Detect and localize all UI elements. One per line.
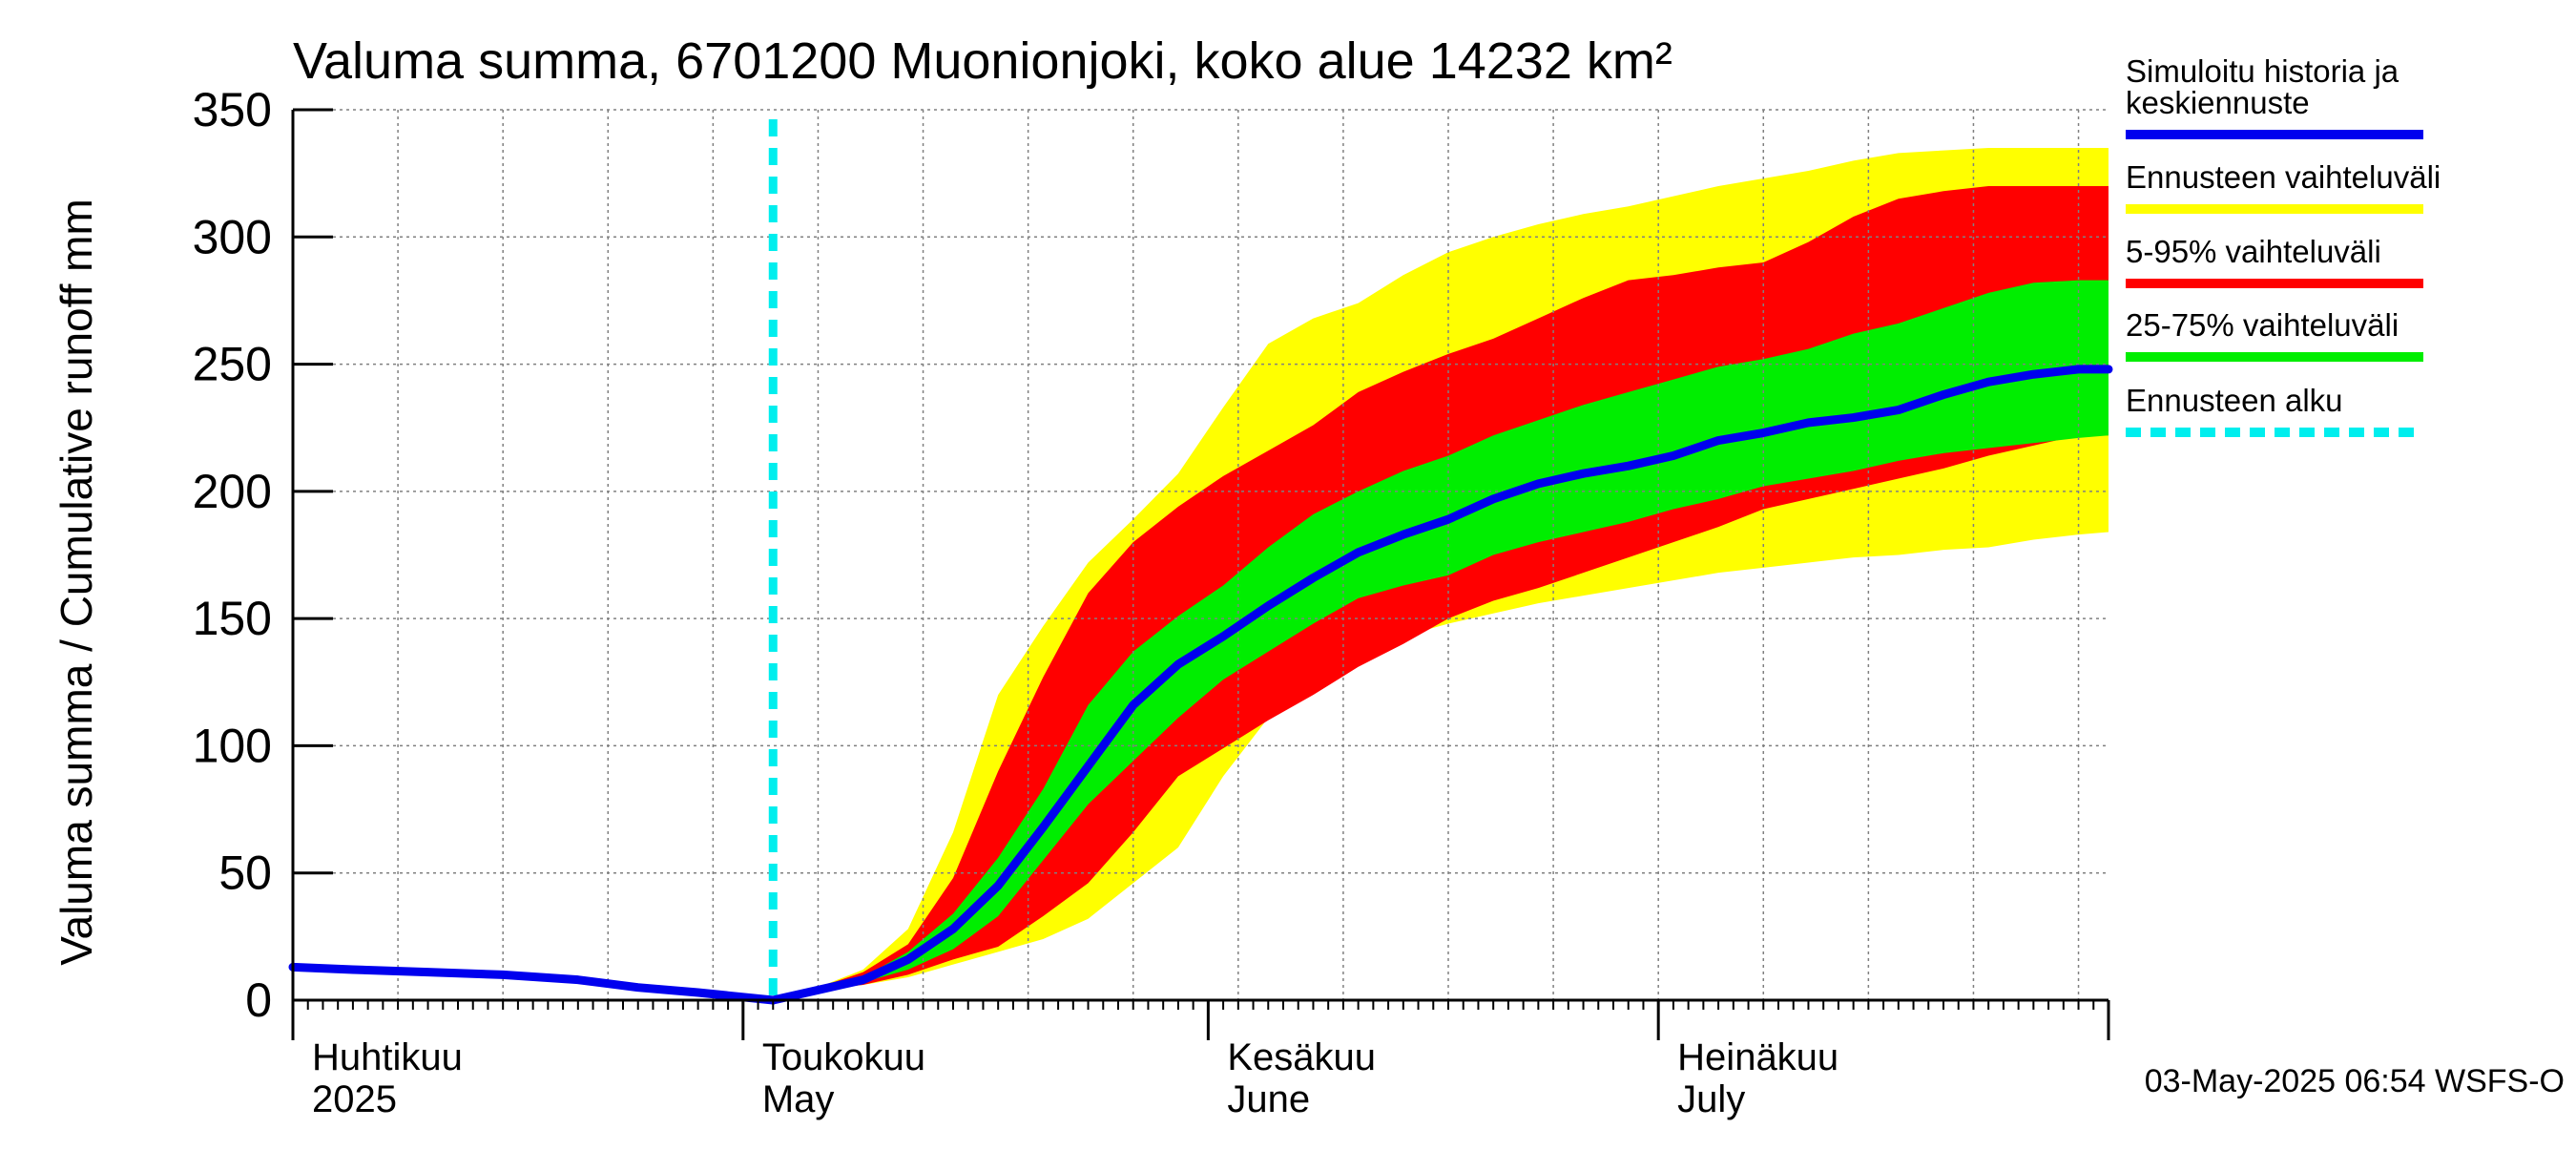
chart-title: Valuma summa, 6701200 Muonionjoki, koko … — [293, 32, 1672, 90]
legend-label: Ennusteen vaihteluväli — [2126, 159, 2441, 195]
legend-label: 25-75% vaihteluväli — [2126, 307, 2399, 343]
y-tick-label: 50 — [218, 847, 272, 900]
y-tick-label: 200 — [193, 465, 272, 518]
x-tick-label-sub: June — [1227, 1078, 1310, 1120]
x-tick-label: Huhtikuu — [312, 1036, 463, 1078]
y-tick-label: 100 — [193, 719, 272, 772]
series-lines — [288, 119, 2113, 1005]
legend-label: Ennusteen alku — [2126, 383, 2343, 418]
forecast-bands — [773, 147, 2109, 1000]
x-tick-label: Toukokuu — [762, 1036, 925, 1078]
y-axis-label: Valuma summa / Cumulative runoff mm — [52, 199, 101, 966]
x-tick-label: Heinäkuu — [1677, 1036, 1839, 1078]
x-tick-label-sub: May — [762, 1078, 835, 1120]
history-line — [288, 962, 778, 1005]
legend-label: Simuloitu historia ja — [2126, 53, 2399, 89]
legend-label: keskiennuste — [2126, 85, 2310, 120]
y-tick-label: 150 — [193, 592, 272, 645]
y-tick-label: 0 — [245, 973, 272, 1027]
x-tick-label-sub: July — [1677, 1078, 1745, 1120]
y-tick-label: 350 — [193, 83, 272, 136]
y-tick-label: 250 — [193, 338, 272, 391]
band-25-75 — [773, 280, 2109, 1000]
y-tick-label: 300 — [193, 210, 272, 263]
timestamp: 03-May-2025 06:54 WSFS-O — [2145, 1063, 2565, 1099]
median-forecast-line — [768, 365, 2113, 1005]
gridlines — [293, 109, 2109, 1001]
legend-label: 5-95% vaihteluväli — [2126, 234, 2381, 269]
x-tick-label-sub: 2025 — [312, 1078, 397, 1120]
x-tick-label: Kesäkuu — [1227, 1036, 1376, 1078]
